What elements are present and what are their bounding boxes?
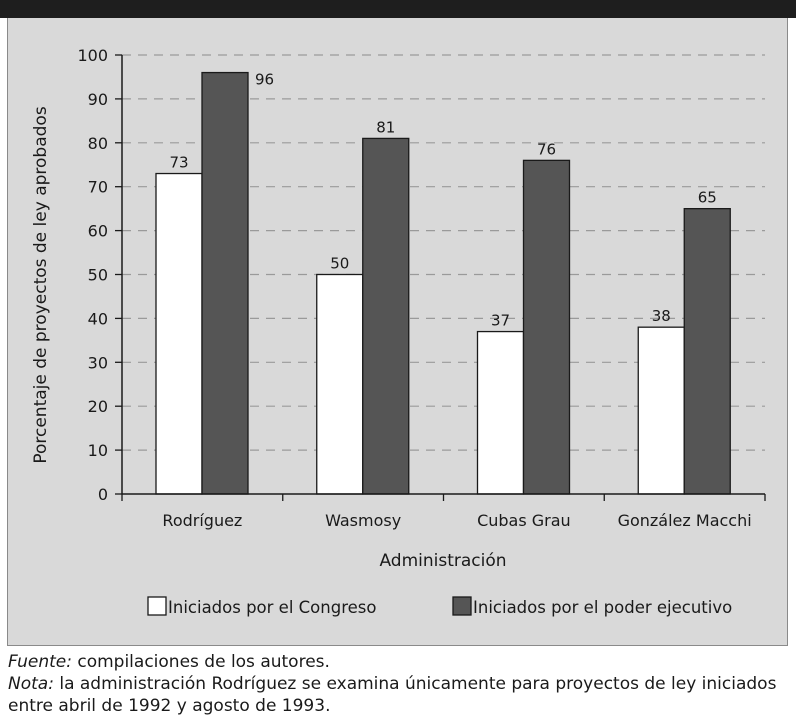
legend-swatch [147,596,167,616]
x-axis-label: Administración [379,551,506,571]
x-category-label: González Macchi [618,511,752,530]
bars: 73 96 50 81 37 76 38 65 [155,71,731,495]
bar-ejecutivo [362,137,410,495]
y-tick-label: 60 [88,222,108,241]
bar-value-label: 73 [169,154,188,172]
bar-value-label: 76 [537,140,556,158]
bar-congreso [476,330,525,495]
bar-ejecutivo [522,159,571,495]
bar-ejecutivo [683,207,731,495]
bar-value-label: 81 [376,118,395,136]
bar-value-label: 38 [652,307,671,325]
y-tick-label: 80 [88,134,108,153]
bar-congreso [155,172,203,495]
y-tick-label: 40 [88,309,108,328]
x-category-label: Cubas Grau [477,511,571,530]
axes: 0 10 20 30 40 50 60 70 80 90 100 Rodríguez Wasmosy Cu… [77,46,766,530]
note-label: Nota: [8,674,54,694]
note-text: la administración Rodríguez se examina ú… [8,674,777,716]
bar-congreso [637,326,685,495]
x-category-label: Wasmosy [325,511,401,530]
legend-label: Iniciados por el poder ejecutivo [473,598,732,617]
source-note: Fuente: compilaciones de los autores. [8,651,788,673]
y-tick-label: 90 [88,90,108,109]
bar-value-label: 37 [491,312,510,330]
bar-value-label: 96 [255,71,274,89]
top-bar [0,0,796,18]
legend-label: Iniciados por el Congreso [168,598,376,617]
y-tick-label: 100 [77,46,108,65]
nota-note: Nota: la administración Rodríguez se exa… [8,673,788,717]
y-tick-label: 20 [88,397,108,416]
y-tick-label: 50 [88,266,108,285]
bar-ejecutivo [201,71,249,495]
y-axis-label: Porcentaje de proyectos de ley aprobados [31,106,51,463]
y-tick-label: 10 [88,441,108,460]
legend: Iniciados por el Congreso Iniciados por e… [147,596,732,617]
x-category-label: Rodríguez [162,511,242,530]
bar-congreso [316,273,364,495]
source-text: compilaciones de los autores. [71,652,330,672]
bar-value-label: 65 [698,189,717,207]
legend-swatch [452,596,472,616]
chart-notes: Fuente: compilaciones de los autores. No… [8,651,788,717]
y-tick-label: 30 [88,353,108,372]
y-tick-label: 0 [98,485,108,504]
source-label: Fuente: [8,652,72,672]
y-tick-label: 70 [88,178,108,197]
bar-value-label: 50 [330,255,349,273]
bar-chart: 73 96 50 81 37 76 38 65 0 10 20 30 40 50 60 70 80 90 100 R… [31,46,766,617]
